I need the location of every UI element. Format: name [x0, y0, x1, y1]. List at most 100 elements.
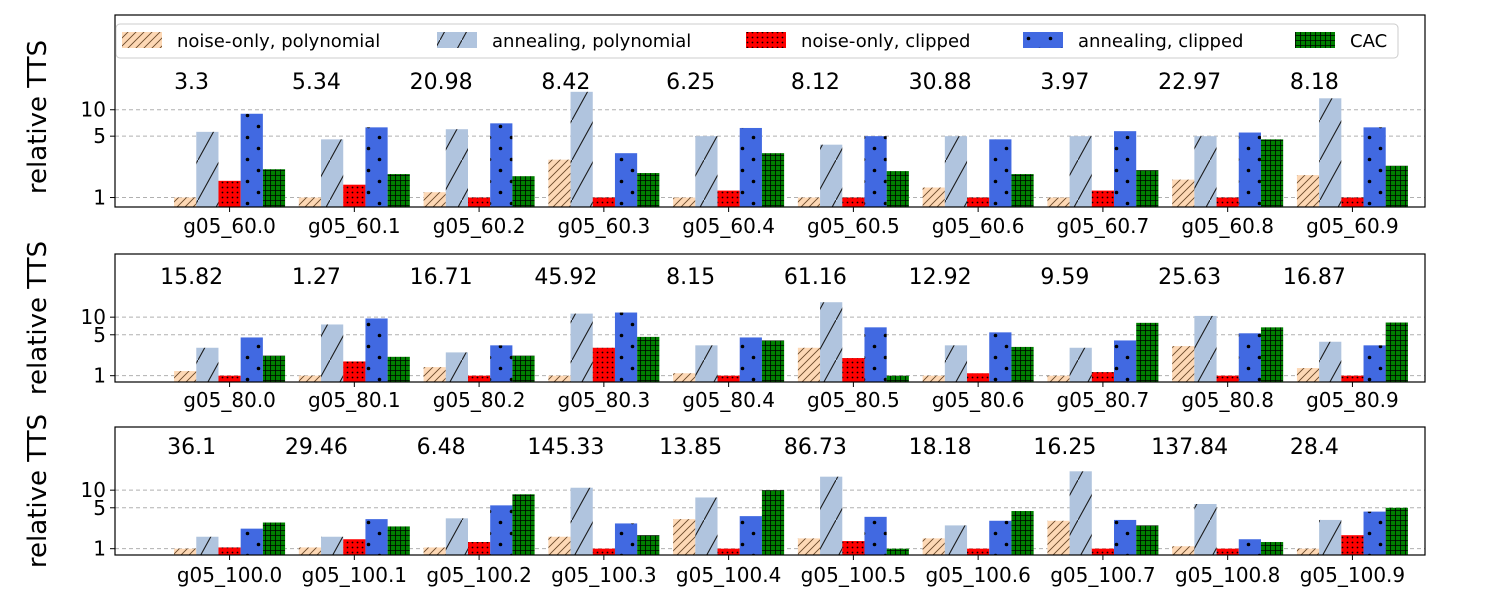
y-tick-label: 1: [93, 364, 106, 388]
data-label: 8.42: [541, 70, 590, 95]
bar-noise-only-polynomial: [298, 547, 322, 555]
bar-cac: [886, 375, 909, 382]
x-tick-label: g05_100.6: [925, 563, 1030, 587]
bar-noise-only-clipped: [717, 375, 740, 382]
x-tick-label: g05_60.3: [558, 214, 651, 238]
bar-noise-only-clipped: [967, 197, 990, 207]
bar-noise-only-clipped: [1341, 375, 1364, 382]
x-tick-label: g05_60.2: [433, 214, 526, 238]
x-tick-label: g05_100.3: [551, 563, 656, 587]
x-tick-label: g05_60.7: [1057, 214, 1150, 238]
bar-annealing-clipped: [365, 519, 388, 555]
bar-annealing-polynomial: [1069, 471, 1092, 555]
bar-annealing-polynomial: [695, 136, 718, 207]
x-tick-label: g05_60.8: [1181, 214, 1274, 238]
bar-annealing-clipped: [614, 312, 638, 382]
bar-cac: [761, 340, 785, 382]
y-tick-label: 5: [93, 323, 106, 347]
data-label: 16.71: [410, 265, 473, 290]
bar-noise-only-clipped: [1091, 190, 1115, 207]
x-tick-label: g05_100.9: [1300, 563, 1405, 587]
data-label: 15.82: [160, 265, 223, 290]
x-tick-label: g05_100.5: [801, 563, 906, 587]
data-label: 6.25: [666, 70, 715, 95]
bar-noise-only-polynomial: [1172, 546, 1195, 555]
bar-annealing-clipped: [240, 337, 263, 382]
data-label: 8.15: [666, 265, 715, 290]
data-label: 30.88: [909, 70, 972, 95]
bar-annealing-polynomial: [321, 324, 344, 382]
bar-annealing-polynomial: [445, 129, 468, 207]
bar-cac: [761, 490, 785, 555]
bar-noise-only-clipped: [592, 548, 615, 555]
bar-cac: [1136, 525, 1159, 555]
bar-cac: [387, 174, 410, 207]
data-label: 86.73: [784, 435, 847, 460]
bar-noise-only-polynomial: [1047, 197, 1070, 207]
data-label: 8.18: [1290, 70, 1339, 95]
bar-annealing-polynomial: [1194, 315, 1217, 382]
bar-noise-only-polynomial: [1047, 520, 1070, 555]
y-tick-label: 5: [93, 124, 106, 148]
legend-swatch: [746, 32, 786, 48]
data-label: 28.4: [1290, 435, 1339, 460]
bar-cac: [1385, 165, 1408, 207]
bar-annealing-polynomial: [695, 497, 718, 555]
bar-cac: [262, 522, 286, 555]
bar-cac: [1260, 542, 1284, 555]
bar-noise-only-polynomial: [1047, 375, 1070, 382]
legend-label: annealing, clipped: [1078, 31, 1243, 52]
bar-annealing-clipped: [490, 505, 513, 555]
bar-annealing-clipped: [490, 123, 513, 207]
x-tick-label: g05_60.0: [183, 214, 276, 238]
bar-annealing-polynomial: [196, 536, 219, 555]
bar-noise-only-clipped: [1091, 372, 1115, 382]
bar-cac: [512, 494, 535, 555]
bar-cac: [637, 336, 660, 382]
x-tick-label: g05_60.1: [308, 214, 401, 238]
bar-annealing-polynomial: [1194, 136, 1217, 207]
bar-annealing-clipped: [739, 516, 762, 555]
bar-noise-only-clipped: [592, 197, 615, 207]
y-tick-label: 10: [81, 478, 106, 502]
x-tick-label: g05_60.6: [932, 214, 1025, 238]
bar-noise-only-polynomial: [548, 159, 571, 207]
bar-noise-only-clipped: [1091, 548, 1115, 555]
bar-noise-only-clipped: [1341, 535, 1364, 555]
bar-annealing-polynomial: [944, 345, 968, 382]
bar-noise-only-polynomial: [1172, 179, 1195, 207]
bar-cac: [1011, 346, 1034, 382]
bar-cac: [886, 548, 909, 555]
data-label: 9.59: [1040, 265, 1089, 290]
bar-annealing-clipped: [1238, 132, 1261, 207]
bar-annealing-polynomial: [321, 536, 344, 555]
bar-annealing-clipped: [864, 136, 887, 207]
bar-noise-only-polynomial: [922, 538, 945, 555]
data-label: 6.48: [417, 435, 466, 460]
x-tick-label: g05_80.5: [807, 388, 900, 412]
bar-annealing-clipped: [864, 327, 887, 382]
legend-swatch: [437, 32, 477, 48]
bar-annealing-clipped: [1114, 340, 1137, 382]
x-tick-label: g05_80.3: [558, 388, 651, 412]
legend-label: CAC: [1350, 31, 1387, 52]
bar-annealing-clipped: [365, 318, 388, 382]
bar-annealing-polynomial: [1319, 98, 1342, 207]
bar-cac: [761, 153, 785, 207]
bar-cac: [886, 171, 909, 207]
data-label: 25.63: [1158, 265, 1221, 290]
x-tick-label: g05_100.1: [302, 563, 407, 587]
x-tick-label: g05_80.9: [1306, 388, 1399, 412]
legend-label: noise-only, polynomial: [177, 31, 380, 52]
bar-annealing-polynomial: [1319, 519, 1342, 555]
panel-3: 1 510 relative TTS g05_100.0 36.1 g05_100.1 29…: [23, 414, 1426, 587]
data-label: 45.92: [534, 265, 597, 290]
bar-annealing-clipped: [739, 127, 762, 207]
bar-annealing-polynomial: [321, 139, 344, 207]
x-tick-label: g05_80.4: [682, 388, 775, 412]
panel-frame: [114, 253, 1426, 383]
data-label: 29.46: [285, 435, 348, 460]
bar-cac: [1136, 322, 1159, 382]
bar-noise-only-clipped: [218, 375, 241, 382]
